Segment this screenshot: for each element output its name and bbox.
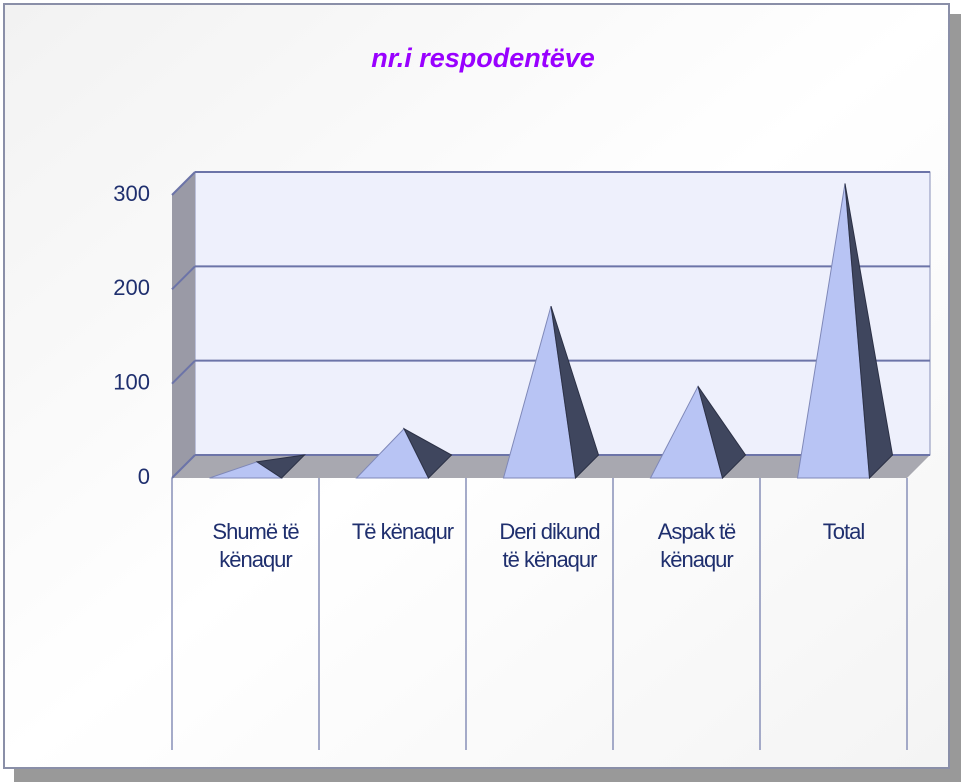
pyramid-side [550,305,600,480]
x-tick-label: Të kënaqur [351,519,454,544]
chart-title: nr.i respodentëve [371,43,595,73]
x-tick-label: Aspak të kënaqur [657,519,737,572]
pyramid-side [402,427,453,479]
x-tick-label: Deri dikund të kënaqur [499,519,600,572]
grid-line-side [171,454,196,479]
pyramid [355,427,453,479]
grid-line-side [171,171,196,196]
pyramid-side [844,183,894,480]
y-tick-label: 0 [138,464,150,489]
pyramid-side [255,454,306,479]
pyramid [796,183,894,480]
y-tick-label: 300 [113,181,150,206]
x-tick-label: Total [822,519,865,544]
pyramid [209,454,306,479]
left-wall [172,172,195,478]
grid-line-side [171,265,196,291]
grid-line-side [171,359,196,385]
x-tick-label: Shumë të kënaqur [212,519,299,572]
pyramid [649,384,747,479]
pyramid [502,305,600,480]
pyramid-side [697,386,747,479]
y-tick-label: 100 [113,369,150,394]
y-tick-label: 200 [113,275,150,300]
